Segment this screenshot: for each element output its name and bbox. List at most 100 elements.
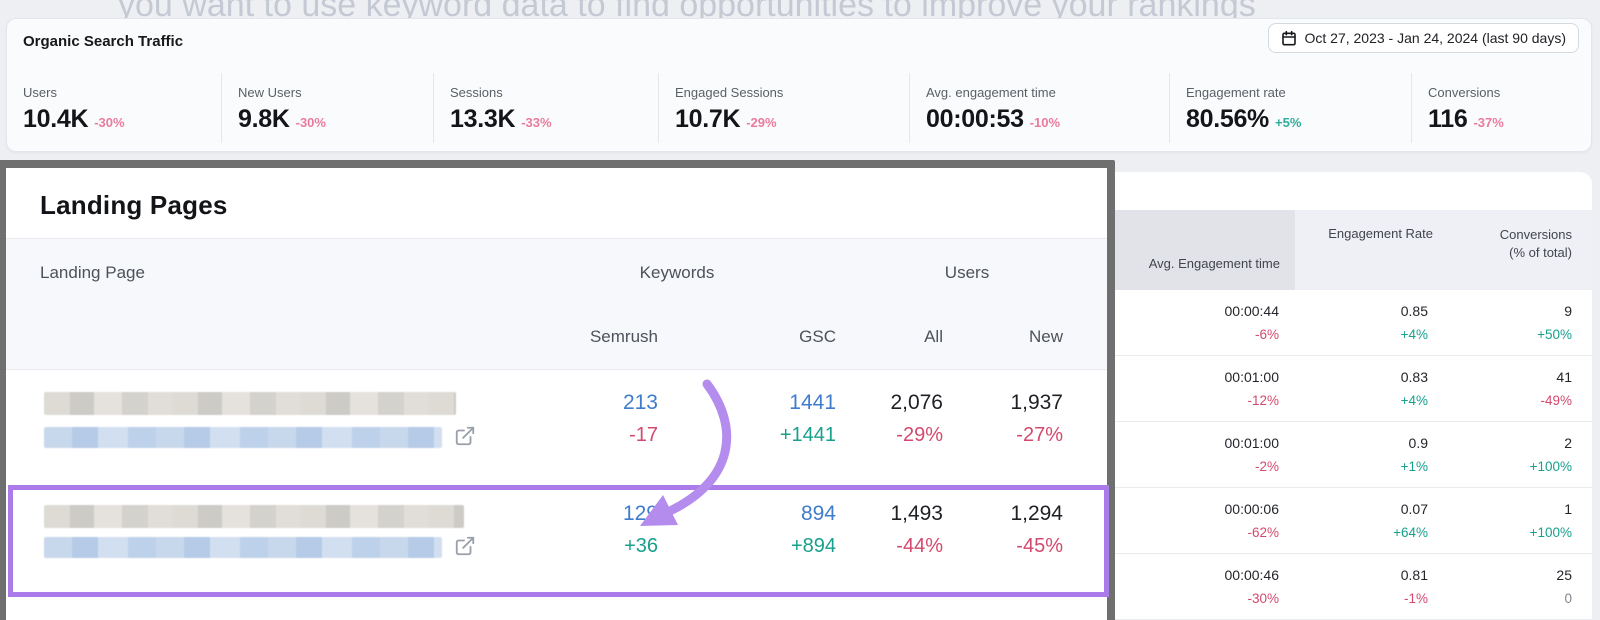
- redacted-page-url-link[interactable]: [44, 537, 442, 558]
- cell-value: 1: [1564, 501, 1572, 517]
- metric-value: 13.3K: [450, 105, 516, 133]
- metric-avg-engagement-time: Avg. engagement time 00:00:53 -10%: [909, 73, 1169, 143]
- landing-pages-title: Landing Pages: [40, 190, 228, 220]
- col-header-conversions: Conversions (% of total): [1432, 226, 1572, 262]
- metric-conversions: Conversions 116 -37%: [1411, 73, 1591, 143]
- metric-delta: +5%: [1275, 115, 1302, 130]
- cell-value: 2: [1564, 435, 1572, 451]
- semrush-keywords-delta: -17: [629, 424, 658, 446]
- metric-users: Users 10.4K -30%: [7, 73, 221, 143]
- cell-delta: +100%: [1529, 459, 1572, 474]
- semrush-keywords-link[interactable]: 129: [622, 502, 658, 525]
- metric-value: 10.4K: [23, 105, 89, 133]
- cell-value: 00:01:00: [1224, 369, 1280, 385]
- cell-delta: +100%: [1529, 525, 1572, 540]
- table-row: 00:01:00 -2% 0.9 +1% 2 +100%: [1100, 422, 1592, 488]
- metric-engaged-sessions: Engaged Sessions 10.7K -29%: [658, 73, 909, 143]
- col-header-engagement-rate: Engagement Rate: [1328, 226, 1433, 241]
- col-header-conversions-line2: (% of total): [1509, 245, 1572, 260]
- cell-delta: +64%: [1393, 525, 1428, 540]
- metric-value: 00:00:53: [926, 105, 1024, 133]
- cell-value: 00:00:44: [1224, 303, 1280, 319]
- col-header-new: New: [1028, 327, 1063, 346]
- gsc-keywords-link[interactable]: 1441: [789, 391, 836, 414]
- cell-value: 00:00:06: [1224, 501, 1280, 517]
- redacted-page-url-link[interactable]: [44, 427, 442, 448]
- date-range-picker[interactable]: Oct 27, 2023 - Jan 24, 2024 (last 90 day…: [1267, 23, 1579, 53]
- metric-delta: -30%: [295, 115, 326, 130]
- users-all-delta: -29%: [896, 424, 943, 446]
- users-new-delta: -27%: [1016, 424, 1063, 446]
- users-new-delta: -45%: [1016, 535, 1063, 557]
- metric-delta: -33%: [521, 115, 552, 130]
- landing-pages-table-header: Landing Page Keywords Users Semrush GSC …: [6, 238, 1107, 370]
- metric-label: Conversions: [1428, 85, 1501, 100]
- external-link-icon[interactable]: [454, 535, 476, 557]
- landing-page-row-highlighted: 129 +36 894 +894 1,493 -44% 1,294 -45%: [6, 487, 1107, 599]
- header-highlight-block: [1100, 210, 1295, 290]
- metric-engagement-rate: Engagement rate 80.56% +5%: [1169, 73, 1411, 143]
- page-title: Organic Search Traffic: [23, 33, 184, 50]
- cell-value: 41: [1556, 369, 1572, 385]
- cell-delta: -2%: [1254, 459, 1279, 474]
- col-header-semrush: Semrush: [589, 327, 658, 346]
- col-header-conversions-line1: Conversions: [1499, 227, 1572, 242]
- users-new-value: 1,937: [1010, 391, 1063, 414]
- cell-value: 0.81: [1400, 567, 1428, 583]
- col-header-landing-page: Landing Page: [40, 263, 145, 282]
- cell-delta: -6%: [1254, 327, 1279, 342]
- cell-value: 0.07: [1400, 501, 1428, 517]
- metric-value: 9.8K: [238, 105, 290, 133]
- cell-delta: +1%: [1400, 459, 1428, 474]
- metric-delta: -29%: [746, 115, 777, 130]
- table-row: 00:00:46 -30% 0.81 -1% 25 0: [1100, 554, 1592, 620]
- date-range-label: Oct 27, 2023 - Jan 24, 2024 (last 90 day…: [1304, 30, 1567, 46]
- cell-delta: -12%: [1247, 393, 1279, 408]
- metric-value: 80.56%: [1186, 105, 1269, 133]
- semrush-keywords-delta: +36: [624, 535, 658, 557]
- table-row: 00:01:00 -12% 0.83 +4% 41 -49%: [1100, 356, 1592, 422]
- gsc-keywords-delta: +894: [790, 535, 836, 557]
- metric-label: New Users: [238, 85, 302, 100]
- cell-value: 0.85: [1400, 303, 1428, 319]
- landing-page-row: 213 -17 1441 +1441 2,076 -29% 1,937 -27%: [6, 370, 1107, 487]
- redacted-page-title: [44, 505, 464, 528]
- metric-delta: -30%: [94, 115, 125, 130]
- col-group-users: Users: [944, 263, 990, 282]
- cell-delta: -1%: [1403, 591, 1428, 606]
- semrush-keywords-link[interactable]: 213: [622, 391, 658, 414]
- metric-delta: -37%: [1473, 115, 1504, 130]
- users-all-value: 2,076: [890, 391, 943, 414]
- table-row: 00:00:44 -6% 0.85 +4% 9 +50%: [1100, 290, 1592, 356]
- gsc-keywords-link[interactable]: 894: [800, 502, 836, 525]
- cell-delta: -62%: [1247, 525, 1279, 540]
- cell-value: 25: [1556, 567, 1572, 583]
- cell-delta: 0: [1564, 591, 1572, 606]
- metric-value: 116: [1428, 105, 1468, 133]
- background-table-rows: 00:00:44 -6% 0.85 +4% 9 +50% 00:01:00 -12% 0…: [1100, 290, 1592, 620]
- metric-label: Users: [23, 85, 57, 100]
- metric-new-users: New Users 9.8K -30%: [221, 73, 433, 143]
- table-row: 00:00:06 -62% 0.07 +64% 1 +100%: [1100, 488, 1592, 554]
- cell-value: 9: [1564, 303, 1572, 319]
- metric-label: Engagement rate: [1186, 85, 1286, 100]
- cell-delta: -49%: [1540, 393, 1572, 408]
- metric-sessions: Sessions 13.3K -33%: [433, 73, 658, 143]
- metrics-row: Users 10.4K -30% New Users 9.8K -30% Ses…: [7, 73, 1591, 143]
- external-link-icon[interactable]: [454, 425, 476, 447]
- cell-value: 00:01:00: [1224, 435, 1280, 451]
- redacted-page-title: [44, 392, 456, 415]
- col-header-all: All: [924, 327, 943, 346]
- metric-label: Sessions: [450, 85, 503, 100]
- calendar-icon: [1281, 30, 1297, 46]
- cell-delta: -30%: [1247, 591, 1279, 606]
- cell-delta: +50%: [1537, 327, 1572, 342]
- landing-pages-panel: Landing Pages Landing Page Keywords User…: [0, 160, 1115, 620]
- users-new-value: 1,294: [1010, 502, 1063, 525]
- metric-value: 10.7K: [675, 105, 741, 133]
- gsc-keywords-delta: +1441: [779, 424, 836, 446]
- col-group-keywords: Keywords: [639, 263, 715, 282]
- col-header-gsc: GSC: [799, 327, 836, 346]
- metric-delta: -10%: [1029, 115, 1061, 130]
- cell-value: 0.9: [1408, 435, 1428, 451]
